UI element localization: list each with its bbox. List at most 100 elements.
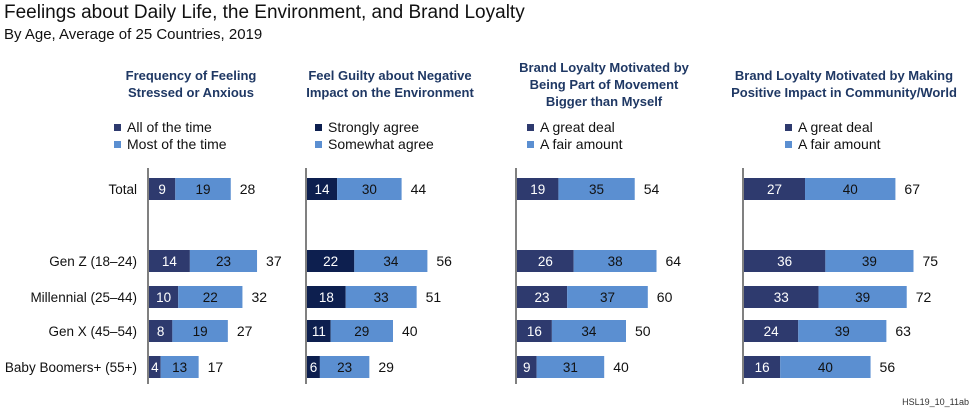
bar-value-label: 40	[843, 182, 858, 197]
bar-value-label: 23	[535, 290, 550, 305]
bar-value-label: 22	[323, 254, 338, 269]
bar-segment	[175, 178, 231, 200]
bar-value-label: 18	[319, 290, 334, 305]
panel-title-line: Feel Guilty about Negative	[308, 68, 471, 83]
bar-value-label: 9	[158, 182, 166, 197]
bar-segment	[744, 250, 826, 272]
bar-value-label: 34	[581, 324, 597, 339]
legend-entry: Most of the time	[127, 136, 227, 152]
legend-entry: A fair amount	[798, 136, 881, 152]
bar-value-label: 29	[354, 324, 369, 339]
legend-entry: A great deal	[540, 119, 615, 135]
bar-value-label: 22	[203, 290, 218, 305]
panel-title-line: Being Part of Movement	[530, 77, 679, 92]
bar-total-label: 27	[237, 323, 253, 339]
bar-segment	[178, 286, 243, 308]
legend-swatch	[114, 141, 121, 148]
bar-segment	[744, 356, 781, 378]
legend-swatch	[315, 141, 322, 148]
bar-value-label: 40	[818, 360, 833, 375]
bar-total-label: 56	[880, 359, 896, 375]
bar-segment	[517, 356, 537, 378]
bar-segment	[307, 178, 338, 200]
legend-entry: Somewhat agree	[328, 136, 434, 152]
bar-segment	[517, 178, 559, 200]
bar-value-label: 36	[777, 254, 792, 269]
bar-segment	[558, 178, 635, 200]
bar-value-label: 23	[337, 360, 352, 375]
bar-segment	[825, 250, 914, 272]
bar-segment	[798, 320, 887, 342]
bar-segment	[307, 320, 331, 342]
bar-value-label: 30	[362, 182, 377, 197]
bar-total-label: 29	[378, 359, 394, 375]
bar-value-label: 33	[774, 290, 789, 305]
bar-total-label: 67	[904, 181, 920, 197]
bar-segment	[744, 178, 806, 200]
bar-total-label: 51	[426, 289, 442, 305]
chart-code: HSL19_10_11ab	[902, 397, 969, 407]
bar-segment	[573, 250, 657, 272]
bar-value-label: 14	[162, 254, 178, 269]
bar-segment	[818, 286, 907, 308]
bar-value-label: 35	[589, 182, 604, 197]
legend-entry: All of the time	[127, 119, 212, 135]
bar-segment	[536, 356, 605, 378]
bar-segment	[149, 356, 161, 378]
bar-segment	[337, 178, 402, 200]
bar-value-label: 19	[193, 324, 208, 339]
bar-value-label: 8	[157, 324, 165, 339]
legend-entry: Strongly agree	[328, 119, 419, 135]
panel-title-line: Bigger than Myself	[546, 94, 663, 109]
legend-entry: A great deal	[798, 119, 873, 135]
bar-value-label: 33	[374, 290, 389, 305]
bar-segment	[354, 250, 428, 272]
bar-segment	[189, 250, 258, 272]
bar-total-label: 64	[666, 253, 682, 269]
legend-swatch	[527, 124, 534, 131]
bar-value-label: 39	[835, 324, 850, 339]
row-label: Baby Boomers+ (55+)	[5, 360, 137, 375]
bar-segment	[160, 356, 199, 378]
bar-total-label: 44	[411, 181, 427, 197]
bar-segment	[307, 250, 355, 272]
panel-title-line: Impact on the Environment	[306, 85, 474, 100]
bar-total-label: 54	[644, 181, 660, 197]
legend-swatch	[785, 141, 792, 148]
bar-segment	[780, 356, 871, 378]
bar-total-label: 75	[923, 253, 939, 269]
bar-total-label: 32	[251, 289, 267, 305]
bar-value-label: 34	[383, 254, 399, 269]
row-label: Gen X (45–54)	[48, 324, 137, 339]
bar-value-label: 10	[156, 290, 171, 305]
bar-segment	[805, 178, 896, 200]
bar-total-label: 37	[266, 253, 282, 269]
panel-title-line: Brand Loyalty Motivated by Making	[735, 68, 953, 83]
bar-value-label: 37	[600, 290, 615, 305]
bar-value-label: 6	[310, 360, 318, 375]
bar-segment	[172, 320, 228, 342]
row-label: Millennial (25–44)	[30, 290, 137, 305]
bar-total-label: 40	[613, 359, 629, 375]
bar-segment	[744, 320, 799, 342]
page-subtitle: By Age, Average of 25 Countries, 2019	[4, 26, 263, 43]
bar-segment	[149, 320, 173, 342]
bar-segment	[744, 286, 819, 308]
bar-value-label: 23	[216, 254, 231, 269]
row-label: Total	[108, 182, 137, 197]
bar-total-label: 63	[895, 323, 911, 339]
bar-value-label: 26	[538, 254, 553, 269]
bar-segment	[551, 320, 626, 342]
bar-segment	[307, 286, 346, 308]
legend-swatch	[315, 124, 322, 131]
panel-title-line: Frequency of Feeling	[126, 68, 257, 83]
bar-total-label: 56	[436, 253, 452, 269]
legend-swatch	[785, 124, 792, 131]
bar-total-label: 50	[635, 323, 651, 339]
bar-segment	[517, 320, 552, 342]
bar-value-label: 4	[151, 360, 159, 375]
panel-title-line: Stressed or Anxious	[128, 85, 254, 100]
bar-value-label: 19	[196, 182, 211, 197]
bar-segment	[345, 286, 417, 308]
legend-entry: A fair amount	[540, 136, 623, 152]
